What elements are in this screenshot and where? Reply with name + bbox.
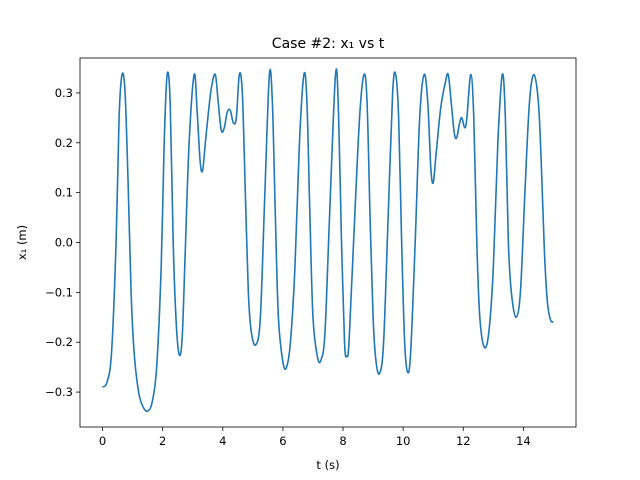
- y-tick-label: −0.3: [45, 385, 73, 399]
- y-axis-label: x₁ (m): [15, 225, 29, 260]
- plot-area: [101, 68, 554, 413]
- y-tick-label: 0.2: [55, 136, 73, 150]
- series-line: [101, 68, 554, 413]
- x-tick-label: 14: [516, 434, 531, 448]
- y-tick-label: −0.2: [45, 335, 73, 349]
- y-tick-label: 0.3: [55, 86, 73, 100]
- x-tick-label: 2: [159, 434, 166, 448]
- x-tick-label: 10: [396, 434, 411, 448]
- x-tick-label: 4: [219, 434, 226, 448]
- axis-ticks: 0 2 4 6 8 10 12 14 −0.3 −0.2 −0.1 0.0 0.1 0.2 0.3: [45, 86, 531, 448]
- x-tick-label: 0: [99, 434, 106, 448]
- chart-title: Case #2: x₁ vs t: [272, 36, 385, 52]
- y-tick-label: −0.1: [45, 285, 73, 299]
- y-tick-label: 0.0: [55, 236, 73, 250]
- x-tick-label: 6: [279, 434, 286, 448]
- y-tick-label: 0.1: [55, 186, 73, 200]
- x-axis-label: t (s): [316, 458, 339, 472]
- x-tick-label: 8: [339, 434, 346, 448]
- axes-frame: [79, 57, 577, 428]
- x-tick-label: 12: [456, 434, 471, 448]
